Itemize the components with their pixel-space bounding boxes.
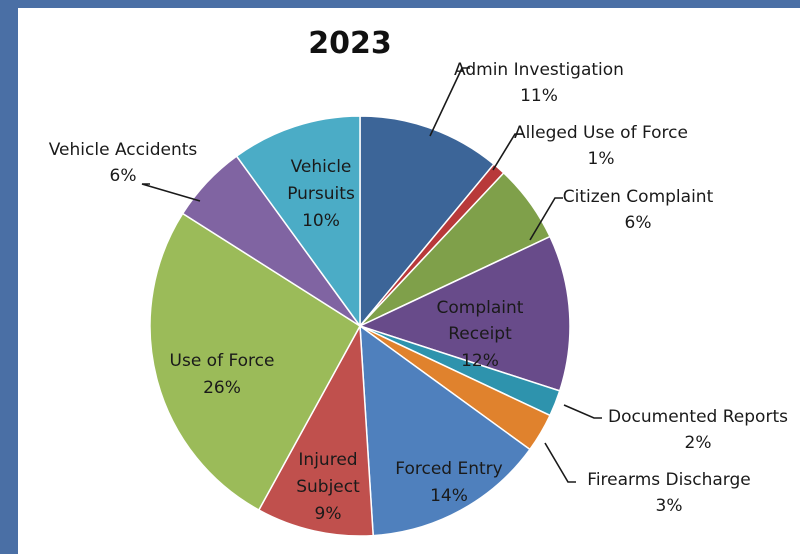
chart-title: 2023 (308, 26, 392, 61)
slice-name-label: Vehicle Accidents (49, 140, 198, 160)
slice-name-label: Citizen Complaint (563, 187, 714, 207)
leader-line (529, 197, 563, 241)
slice-percent-label: 26% (203, 378, 241, 398)
leader-line (429, 67, 470, 137)
leader-line (544, 442, 576, 483)
slice-name-label: Alleged Use of Force (514, 123, 688, 143)
slice-percent-label: 3% (656, 496, 683, 516)
slice-percent-label: 11% (520, 86, 558, 106)
pie-slice-admin-investigation (359, 115, 495, 329)
pie-slice-injured-subject (257, 323, 374, 537)
slice-name-label: Pursuits (287, 184, 355, 204)
slice-name-label: Receipt (448, 324, 512, 344)
slice-percent-label: 14% (430, 486, 468, 506)
leader-line (492, 133, 523, 171)
chart-panel: 2023 Admin Investigation 11% Alleged Use o… (18, 8, 800, 554)
slice-percent-label: 2% (685, 433, 712, 453)
pie-slice-forced-entry (359, 324, 531, 537)
slice-percent-label: 9% (315, 504, 342, 524)
slice-percent-label: 1% (588, 149, 615, 169)
pie-slice-complaint-receipt (357, 235, 571, 392)
slice-name-label: Complaint (437, 298, 524, 318)
slice-name-label: Firearms Discharge (587, 470, 750, 490)
slice-name-label: Injured (298, 450, 357, 470)
slice-percent-label: 10% (302, 211, 340, 231)
pie-slice-vehicle-pursuits (235, 115, 361, 329)
slice-name-label: Vehicle (291, 157, 352, 177)
slice-percent-label: 12% (461, 351, 499, 371)
pie-chart: 2023 Admin Investigation 11% Alleged Use o… (49, 26, 788, 537)
slice-name-label: Admin Investigation (454, 60, 624, 80)
leader-line (563, 404, 602, 419)
slice-name-label: Use of Force (170, 351, 275, 371)
slice-name-label: Forced Entry (395, 459, 502, 479)
slice-name-label: Subject (296, 477, 360, 497)
slice-percent-label: 6% (625, 213, 652, 233)
pie-slice-use-of-force (149, 212, 361, 512)
leader-line (141, 183, 201, 202)
slice-percent-label: 6% (110, 166, 137, 186)
slice-name-label: Documented Reports (608, 407, 788, 427)
